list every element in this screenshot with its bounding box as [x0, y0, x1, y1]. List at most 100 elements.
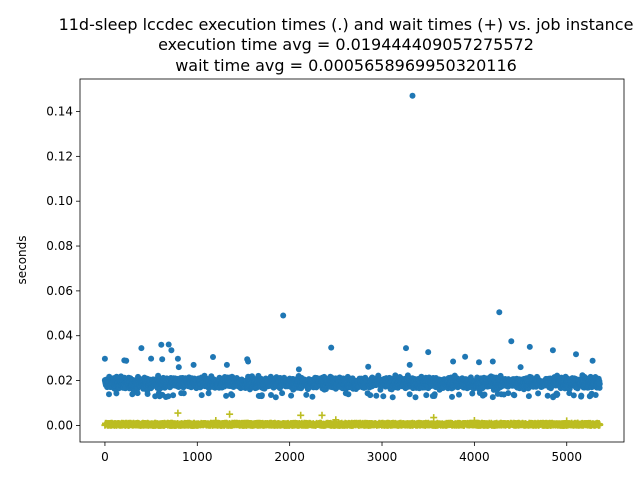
wait-time-outlier-point [563, 417, 571, 425]
exec-time-point [456, 391, 462, 398]
exec-time-outlier-point [476, 359, 482, 366]
wait-time-outlier-point [430, 414, 438, 422]
exec-time-point [268, 392, 274, 398]
exec-time-point [505, 390, 512, 397]
exec-time-point [535, 390, 542, 397]
exec-time-point [406, 391, 413, 398]
exec-time-point [544, 392, 551, 399]
y-tick-label: 0.12 [46, 149, 73, 163]
exec-time-outlier-point [158, 341, 165, 348]
exec-time-point [412, 394, 419, 401]
exec-time-outlier-point [450, 358, 457, 365]
wait-time-outlier-point [212, 417, 220, 424]
exec-time-point [134, 390, 141, 397]
exec-time-outlier-point [409, 92, 416, 99]
exec-time-point [578, 392, 585, 399]
exec-time-outlier-point [148, 355, 155, 362]
exec-time-outlier-point [403, 345, 409, 352]
exec-time-outlier-point [549, 347, 556, 354]
wait-time-outlier-point [174, 409, 182, 417]
exec-time-point [229, 392, 236, 399]
y-tick-label: 0.04 [46, 329, 73, 343]
y-tick-label: 0.10 [46, 194, 73, 208]
y-tick-label: 0.08 [46, 239, 73, 253]
x-tick-label: 0 [101, 450, 109, 464]
exec-time-outlier-point [406, 361, 413, 368]
exec-time-point [345, 391, 352, 398]
x-tick-label: 2000 [274, 450, 305, 464]
chart-title-line-1: 11d-sleep lccdec execution times (.) and… [59, 15, 634, 34]
exec-time-point [596, 380, 603, 387]
y-axis-label: seconds [15, 235, 29, 284]
exec-time-point [180, 390, 187, 397]
exec-time-point [170, 392, 177, 399]
exec-time-outlier-point [328, 344, 335, 351]
exec-time-outlier-point [508, 338, 515, 345]
exec-time-point [481, 391, 488, 398]
y-tick-label: 0.02 [46, 374, 73, 388]
exec-time-point [380, 393, 387, 400]
marks-clip-group [101, 92, 604, 429]
exec-time-outlier-point [496, 309, 503, 316]
exec-time-outlier-point [517, 364, 524, 371]
exec-time-point [165, 393, 172, 400]
exec-time-outlier-point [245, 358, 252, 365]
exec-time-point [258, 392, 265, 399]
x-tick-label: 4000 [459, 450, 490, 464]
exec-time-outlier-point [573, 351, 579, 358]
exec-time-outlier-point [280, 312, 287, 319]
exec-time-point [205, 390, 212, 397]
exec-time-point [525, 393, 532, 400]
plot-axes: 0 1000 2000 3000 4000 50000.000.020.040.060.0… [46, 78, 625, 464]
exec-time-point [144, 391, 151, 397]
x-tick-label: 5000 [551, 450, 582, 464]
exec-time-point [489, 394, 496, 401]
exec-time-outlier-point [425, 349, 432, 356]
exec-time-outlier-point [101, 355, 108, 362]
exec-time-point [570, 392, 577, 399]
exec-time-outlier-point [168, 347, 175, 354]
wait-time-point [596, 421, 604, 429]
chart-title-line-2: execution time avg = 0.01944440905727557… [158, 35, 534, 54]
exec-time-point [367, 392, 374, 399]
exec-time-outlier-point [295, 366, 302, 373]
exec-time-outlier-point [365, 363, 372, 370]
exec-time-outlier-point [210, 354, 216, 360]
exec-time-point [288, 392, 295, 399]
exec-time-point [511, 392, 518, 399]
plot-marks [101, 92, 604, 429]
exec-time-point [223, 392, 230, 399]
exec-time-outlier-point [123, 357, 130, 364]
wait-time-outlier-point [318, 411, 326, 419]
exec-time-outlier-point [138, 345, 145, 352]
exec-time-point [449, 393, 455, 400]
exec-time-outlier-point [489, 358, 496, 365]
exec-time-point [592, 392, 599, 398]
exec-time-outlier-point [174, 355, 181, 362]
exec-time-outlier-point [589, 357, 596, 364]
y-tick-label: 0.14 [46, 105, 73, 119]
exec-time-point [566, 390, 573, 397]
wait-time-outlier-point [226, 410, 234, 418]
wait-time-outlier-point [470, 417, 478, 424]
exec-time-outlier-point [165, 341, 172, 348]
exec-time-point [389, 394, 396, 401]
exec-time-point [423, 392, 430, 399]
exec-time-point [198, 392, 205, 399]
exec-time-point [303, 391, 310, 398]
exec-time-point [106, 391, 112, 398]
exec-time-point [431, 391, 438, 398]
wait-time-outlier-point [297, 411, 305, 419]
exec-time-point [554, 391, 561, 398]
x-tick-label: 3000 [367, 450, 398, 464]
exec-time-outlier-point [175, 364, 182, 371]
y-tick-label: 0.06 [46, 284, 73, 298]
chart-title-line-3: wait time avg = 0.0005658969950320116 [175, 56, 517, 75]
exec-time-outlier-point [190, 361, 197, 368]
y-tick-label: 0.00 [46, 418, 73, 432]
wait-time-outlier-point [332, 416, 340, 424]
exec-time-point [272, 394, 279, 401]
exec-time-point [279, 390, 286, 397]
